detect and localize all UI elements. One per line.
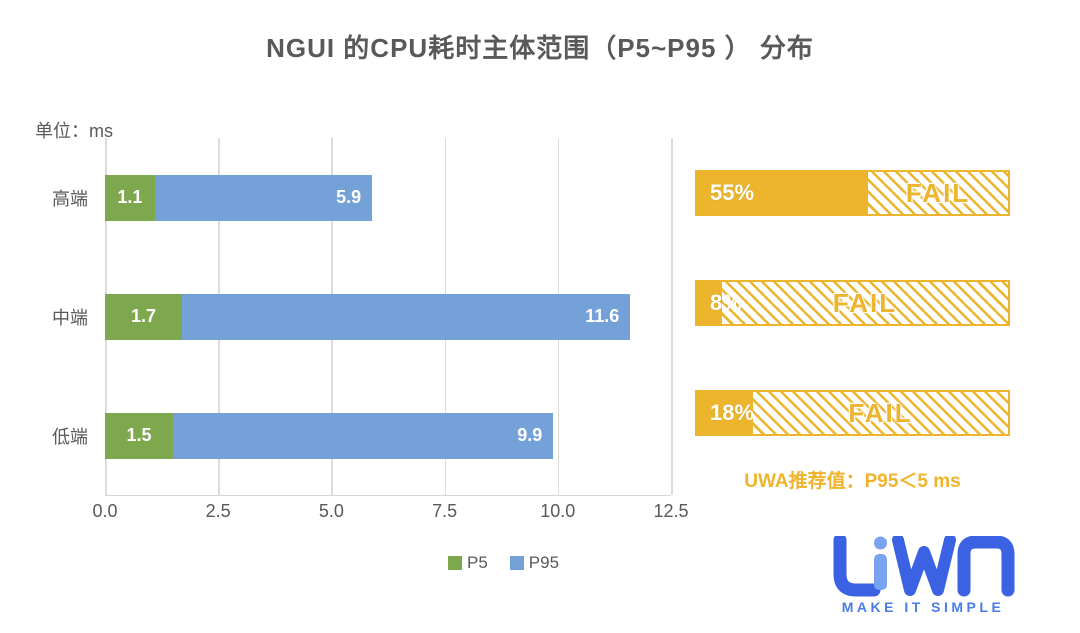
p5-bar-segment: 1.5: [105, 412, 173, 459]
uwa-logo: MAKE IT SIMPLE: [828, 536, 1018, 616]
x-axis-tick-label: 7.5: [432, 501, 458, 521]
chart-row: 低端 1.5 9.9: [52, 376, 671, 495]
logo-tagline: MAKE IT SIMPLE: [842, 599, 1005, 615]
category-label: 低端: [52, 426, 88, 447]
x-axis-ticks: 0.0 2.5 5.0 7.5 10.0 12.5: [92, 501, 688, 525]
category-label: 中端: [52, 307, 88, 328]
p5-bar-segment: 1.1: [105, 174, 155, 221]
legend-swatch-p95: [509, 556, 524, 570]
uwa-recommendation: UWA推荐值：P95＜5 ms: [744, 471, 961, 492]
bar-chart-plot-area: 高端 1.1 5.9 中端 1.7 11.6 低端 1.5 9.9: [52, 138, 673, 496]
x-axis-tick-label: 12.5: [653, 501, 689, 521]
pass-rate-bar: FAIL 18%: [695, 390, 1010, 436]
fail-hatch-segment: FAIL: [721, 282, 1008, 324]
legend-swatch-p5: [448, 556, 462, 570]
unit-label: 单位：ms: [35, 121, 113, 141]
pass-rate-panel: FAIL 55% FAIL 8% FAIL 18%: [695, 138, 1010, 468]
pass-band: FAIL 8%: [695, 248, 1010, 358]
chart-legend: P5 P95: [448, 553, 559, 573]
x-axis-tick-label: 5.0: [318, 501, 344, 521]
legend-label: P5: [467, 553, 488, 572]
fail-label: FAIL: [905, 177, 971, 208]
fail-hatch-segment: FAIL: [752, 392, 1008, 434]
page-title: NGUI 的CPU耗时主体范围（P5~P95 ） 分布: [266, 33, 814, 63]
bar-track: 1.1 5.9: [105, 174, 671, 221]
pass-rate-bar: FAIL 8%: [695, 280, 1010, 326]
legend-item: P95: [509, 553, 560, 573]
bar-track: 1.7 11.6: [105, 293, 671, 340]
fail-label: FAIL: [848, 397, 913, 428]
p95-bar-segment: 11.6: [181, 293, 631, 340]
percent-label: 8%: [710, 290, 742, 315]
pass-rate-bar: FAIL 55%: [695, 170, 1010, 216]
bar-track: 1.5 9.9: [105, 412, 671, 459]
pass-solid-segment: [697, 282, 722, 324]
pass-solid-segment: [697, 392, 753, 434]
category-label: 高端: [52, 188, 88, 209]
chart-row: 高端 1.1 5.9: [52, 138, 671, 257]
p95-bar-segment: 5.9: [154, 174, 373, 221]
chart-rows: 高端 1.1 5.9 中端 1.7 11.6 低端 1.5 9.9: [52, 138, 671, 495]
uwa-logo-icon: MAKE IT SIMPLE: [833, 536, 1015, 615]
x-axis-tick-label: 2.5: [205, 501, 231, 521]
pass-band: FAIL 55%: [695, 138, 1010, 248]
x-axis-tick-label: 10.0: [540, 501, 576, 521]
fail-hatch-segment: FAIL: [868, 172, 1008, 214]
legend-item: P5: [448, 553, 488, 573]
p5-bar-segment: 1.7: [105, 293, 182, 340]
percent-label: 55%: [710, 180, 755, 205]
percent-label: 18%: [710, 400, 755, 425]
x-axis-tick-label: 0.0: [92, 501, 118, 521]
pass-band: FAIL 18%: [695, 358, 1010, 468]
fail-label: FAIL: [832, 287, 898, 318]
p95-bar-segment: 9.9: [172, 412, 554, 459]
pass-solid-segment: [697, 172, 869, 214]
chart-row: 中端 1.7 11.6: [52, 257, 671, 376]
legend-label: P95: [528, 553, 560, 572]
gridline: [671, 138, 673, 495]
